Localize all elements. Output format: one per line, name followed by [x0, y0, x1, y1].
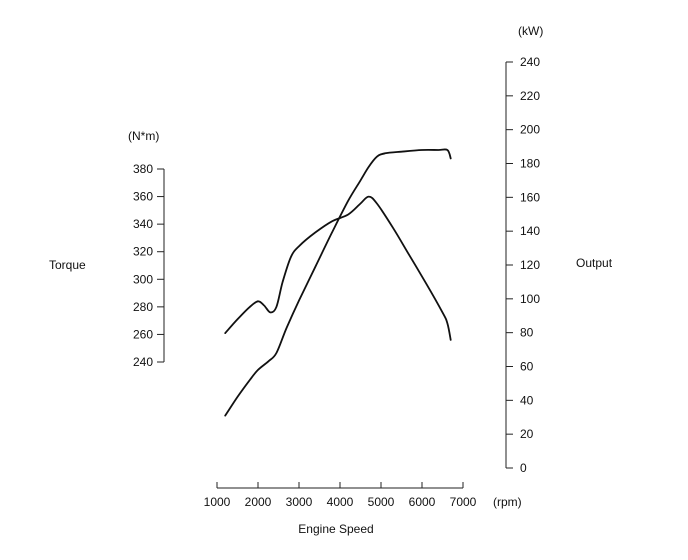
engine-speed-tick-label: 1000	[204, 495, 231, 509]
output-tick-label: 40	[520, 393, 534, 407]
output-unit-label: (kW)	[518, 24, 543, 38]
engine-speed-tick-label: 2000	[245, 495, 272, 509]
torque-tick-label: 300	[133, 272, 153, 286]
output-tick-label: 240	[520, 55, 540, 69]
engine-speed-tick-label: 5000	[368, 495, 395, 509]
engine-speed-tick-label: 7000	[450, 495, 477, 509]
torque-tick-label: 280	[133, 300, 153, 314]
output-curve	[224, 148, 452, 417]
output-tick-label: 0	[520, 461, 527, 475]
output-tick-label: 120	[520, 258, 540, 272]
output-tick-label: 20	[520, 427, 534, 441]
torque-tick-label: 320	[133, 245, 153, 259]
torque-unit-label: (N*m)	[128, 129, 159, 143]
output-axis-title: Output	[576, 256, 613, 270]
engine-speed-axis-title: Engine Speed	[298, 522, 373, 536]
torque-ticks: 240 260 280 300 320 340 360 380	[133, 162, 164, 369]
engine-speed-tick-label: 4000	[327, 495, 354, 509]
output-tick-label: 180	[520, 157, 540, 171]
torque-curve	[224, 195, 452, 341]
torque-tick-label: 340	[133, 217, 153, 231]
torque-tick-label: 360	[133, 190, 153, 204]
output-tick-label: 200	[520, 123, 540, 137]
output-tick-label: 160	[520, 190, 540, 204]
torque-axis-title: Torque	[49, 258, 86, 272]
output-tick-label: 60	[520, 360, 534, 374]
output-tick-label: 220	[520, 89, 540, 103]
engine-speed-ticks: 1000 2000 3000 4000 5000 6000 7000	[204, 482, 477, 509]
torque-tick-label: 260	[133, 327, 153, 341]
output-ticks: 0 20 40 60 80 100 120 140 160 180 200 220 240	[506, 55, 540, 475]
engine-speed-tick-label: 3000	[286, 495, 313, 509]
output-tick-label: 140	[520, 224, 540, 238]
curves	[224, 148, 452, 417]
engine-speed-tick-label: 6000	[409, 495, 436, 509]
torque-tick-label: 240	[133, 355, 153, 369]
output-tick-label: 100	[520, 292, 540, 306]
output-tick-label: 80	[520, 326, 534, 340]
torque-tick-label: 380	[133, 162, 153, 176]
engine-speed-unit-label: (rpm)	[493, 495, 522, 509]
